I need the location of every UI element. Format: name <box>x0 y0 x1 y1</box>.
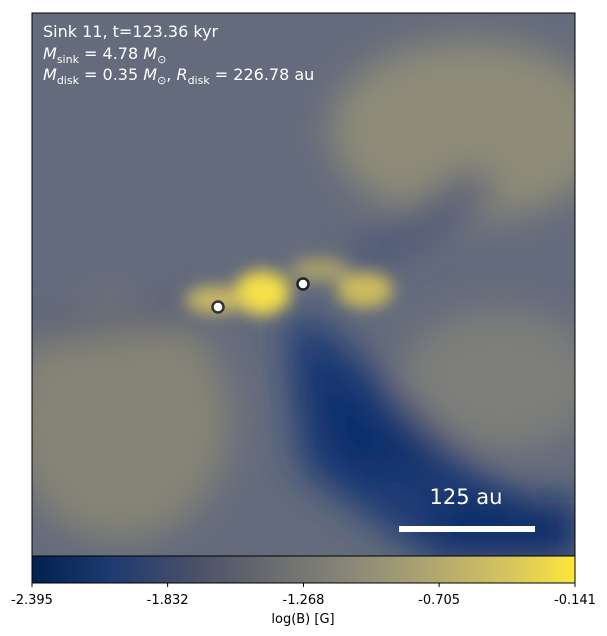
colorbar-tick-label: -0.141 <box>554 593 596 608</box>
colorbar-tick-label: -2.395 <box>11 593 53 608</box>
scale-bar-label: 125 au <box>430 485 503 509</box>
annotation: Mdisk = 0.35 M⊙, Rdisk = 226.78 au <box>43 65 314 87</box>
colorbar-tick-label: -0.705 <box>418 593 460 608</box>
colorbar-label: log(B) [G] <box>271 612 334 627</box>
colorbar <box>31 555 576 584</box>
annotation: Msink = 4.78 M⊙ <box>43 44 166 66</box>
colorbar-tick-label: -1.832 <box>147 593 189 608</box>
field-image <box>32 13 575 556</box>
annotation: Sink 11, t=123.36 kyr <box>43 22 219 41</box>
colorbar-tick-label: -1.268 <box>283 593 325 608</box>
